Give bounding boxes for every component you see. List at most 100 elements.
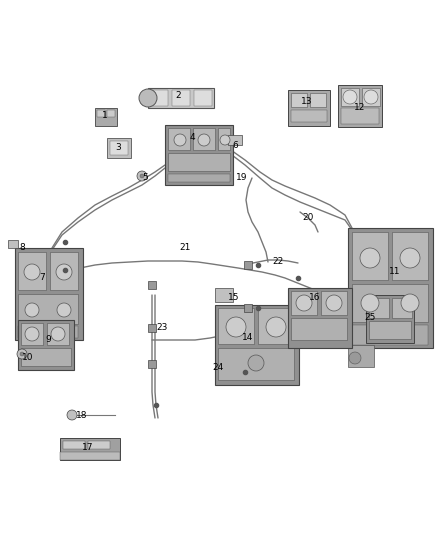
Text: 8: 8 [19,244,25,253]
Text: 17: 17 [82,443,94,453]
Circle shape [220,135,230,145]
Text: 13: 13 [301,98,313,107]
Circle shape [25,303,39,317]
Circle shape [24,264,40,280]
Text: 22: 22 [272,257,284,266]
Bar [362,88,380,106]
Bar [341,88,359,106]
Bar [341,108,379,124]
Bar [352,284,428,322]
Bar [148,281,156,289]
Circle shape [400,248,420,268]
Bar [288,90,330,126]
Bar [95,108,117,126]
Text: 12: 12 [354,103,366,112]
Circle shape [198,134,210,146]
Bar [8,240,18,248]
Circle shape [360,248,380,268]
Text: 1: 1 [102,110,108,119]
Bar [369,298,389,318]
Bar [97,110,105,117]
Circle shape [174,134,186,146]
Bar [352,325,428,345]
Bar [47,323,69,345]
Bar [321,291,347,315]
Bar [215,288,233,302]
Bar [18,320,74,370]
Circle shape [140,174,144,178]
Bar [228,135,242,145]
Bar [107,110,115,117]
Circle shape [226,317,246,337]
Text: 5: 5 [142,174,148,182]
Text: 9: 9 [45,335,51,344]
Bar [21,323,43,345]
Text: 15: 15 [228,294,240,303]
Circle shape [326,295,342,311]
Bar [215,305,299,385]
Text: 3: 3 [115,143,121,152]
Bar [291,318,347,340]
Text: 7: 7 [39,273,45,282]
Bar [291,110,327,122]
Bar [168,153,230,171]
Bar [218,308,254,344]
Bar [107,138,131,158]
Bar [218,128,230,150]
Bar [310,93,326,107]
Text: 23: 23 [156,324,168,333]
Text: 6: 6 [232,141,238,149]
Circle shape [67,410,77,420]
Text: 14: 14 [242,334,254,343]
Bar [218,348,294,380]
Bar [110,141,128,155]
Circle shape [401,294,419,312]
Bar [258,308,294,344]
Bar [172,90,190,106]
Text: 2: 2 [175,91,181,100]
Bar [244,304,252,312]
Bar [352,232,388,280]
Bar [88,441,110,449]
Bar [60,438,120,460]
Bar [150,90,168,106]
Circle shape [137,171,147,181]
Bar [392,298,412,318]
Circle shape [248,355,264,371]
Circle shape [364,90,378,104]
Text: 16: 16 [309,294,321,303]
Circle shape [25,327,39,341]
Text: 11: 11 [389,268,401,277]
Circle shape [343,90,357,104]
Text: 20: 20 [302,214,314,222]
Bar [18,252,46,290]
Bar [193,128,215,150]
Bar [348,345,374,367]
Circle shape [349,352,361,364]
Bar [291,291,317,315]
Bar [21,348,71,366]
Text: 10: 10 [22,353,34,362]
Bar [148,360,156,368]
Bar [148,88,214,108]
Bar [50,252,78,290]
Bar [338,85,382,127]
Bar [18,294,78,324]
Bar [165,125,233,185]
Bar [392,232,428,280]
Bar [15,248,83,340]
Bar [60,452,120,460]
Circle shape [296,295,312,311]
Bar [168,174,230,182]
Bar [194,90,212,106]
Bar [63,441,85,449]
Circle shape [57,303,71,317]
Bar [369,321,411,339]
Bar [244,261,252,269]
Bar [291,93,307,107]
Bar [18,326,78,338]
Bar [148,324,156,332]
Text: 25: 25 [364,313,376,322]
Circle shape [20,352,24,356]
Bar [288,288,352,348]
